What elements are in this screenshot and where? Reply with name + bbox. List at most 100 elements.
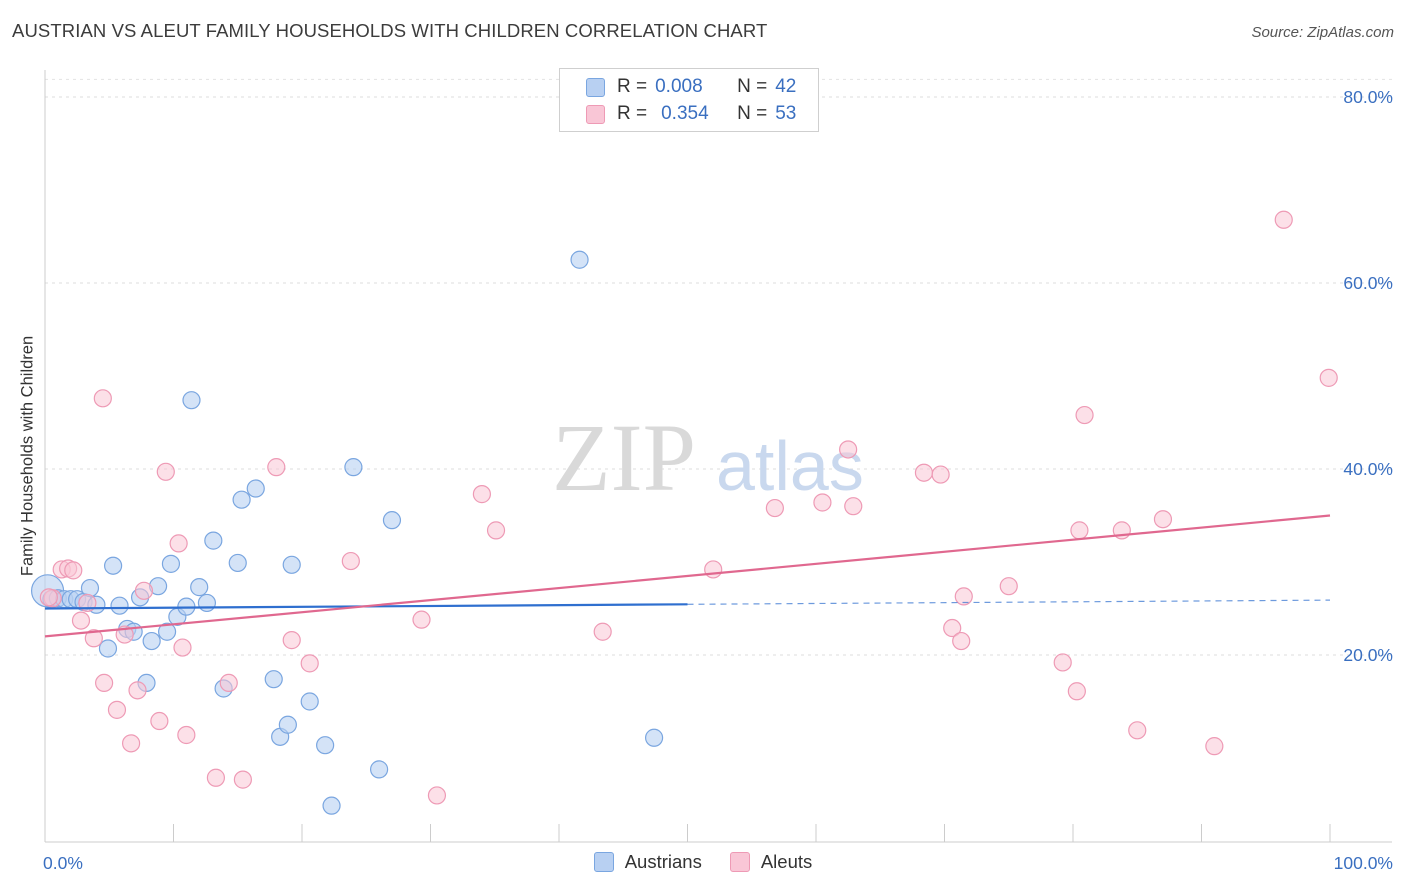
y-tick-label-60: 60.0%: [1343, 273, 1393, 293]
aleuts-point: [71, 611, 91, 630]
aleuts-point: [341, 551, 360, 571]
aleuts-point: [931, 465, 950, 484]
watermark-zip: ZIP: [552, 404, 696, 511]
tick-labels: 20.0% 40.0% 60.0% 80.0% 0.0% 100.0%: [43, 87, 1393, 873]
r-label: R =: [617, 76, 648, 97]
aleuts-legend-swatch: [729, 852, 750, 872]
y-tick-label-20: 20.0%: [1343, 645, 1393, 665]
aleuts-point: [39, 588, 58, 607]
aleuts-point: [952, 631, 971, 651]
aleuts-point: [1128, 721, 1147, 740]
austrians-point: [110, 596, 129, 615]
austrians-point: [182, 391, 201, 410]
legend-item-austrians[interactable]: Austrians: [593, 851, 702, 873]
watermark: ZIP atlas: [552, 404, 864, 511]
austrians-trendline-extension: [687, 599, 1331, 605]
austrians-n-value: 42: [775, 76, 797, 97]
source-label: Source: ZipAtlas.com: [1251, 24, 1394, 41]
aleuts-point: [486, 521, 506, 540]
austrians-point: [344, 458, 363, 477]
austrians-point: [570, 250, 589, 269]
austrians-r-value: 0.008: [655, 76, 703, 97]
legend-row-aleuts: R = 0.354 N = 53: [586, 102, 796, 126]
austrians-point: [161, 554, 181, 573]
austrians-point: [232, 490, 251, 509]
austrians-point: [197, 593, 217, 613]
aleuts-trendline: [44, 514, 1331, 638]
x-tick-label-100: 100.0%: [1334, 853, 1393, 873]
austrians-point: [228, 553, 247, 573]
aleuts-point: [765, 498, 784, 518]
aleuts-point: [999, 577, 1018, 596]
aleuts-point: [839, 440, 858, 459]
series-legend: Austrians Aleuts: [0, 851, 1406, 873]
n-label: N =: [737, 103, 768, 124]
austrians-point: [644, 728, 664, 747]
aleuts-point: [704, 560, 723, 579]
aleuts-point: [95, 673, 114, 693]
aleuts-point: [943, 618, 962, 638]
aleuts-point: [300, 654, 319, 673]
legend-row-austrians: R = 0.008 N = 42: [586, 75, 796, 99]
aleuts-point: [593, 622, 612, 641]
series-austrians: [30, 250, 664, 815]
aleuts-n-value: 53: [775, 103, 797, 124]
aleuts-point: [134, 581, 154, 600]
aleuts-point: [169, 534, 188, 553]
aleuts-point: [206, 768, 226, 787]
aleuts-point: [1319, 368, 1338, 387]
axes: [44, 70, 1392, 843]
aleuts-point: [233, 770, 252, 789]
austrians-point: [104, 556, 123, 575]
austrians-point: [157, 622, 177, 641]
aleuts-point: [64, 561, 83, 580]
austrians-point: [300, 692, 319, 711]
aleuts-point: [954, 587, 973, 606]
austrians-point: [370, 760, 389, 779]
austrians-point: [316, 736, 335, 755]
austrians-legend-label: Austrians: [624, 851, 702, 872]
y-tick-label-80: 80.0%: [1343, 87, 1393, 107]
austrians-point: [190, 578, 209, 597]
aleuts-point: [93, 389, 112, 408]
austrians-point: [278, 715, 297, 734]
trendlines: [44, 514, 1331, 638]
aleuts-point: [813, 493, 832, 512]
aleuts-point: [1067, 682, 1086, 701]
n-label: N =: [737, 76, 768, 97]
austrians-point: [98, 639, 118, 658]
austrians-point: [246, 479, 265, 498]
aleuts-swatch: [586, 104, 605, 124]
aleuts-point: [128, 681, 147, 700]
aleuts-point: [150, 711, 169, 731]
austrians-point: [322, 796, 341, 815]
legend-item-aleuts[interactable]: Aleuts: [729, 851, 813, 873]
aleuts-point: [427, 786, 447, 805]
aleuts-point: [1274, 210, 1293, 229]
aleuts-legend-label: Aleuts: [760, 851, 813, 872]
austrians-legend-swatch: [593, 852, 614, 872]
aleuts-point: [107, 700, 127, 719]
aleuts-r-value: 0.354: [661, 103, 709, 124]
aleuts-point: [84, 629, 103, 648]
austrians-point: [142, 631, 161, 651]
austrians-point: [282, 555, 301, 574]
aleuts-point: [282, 631, 301, 650]
austrians-point: [264, 670, 283, 689]
aleuts-point: [219, 673, 238, 693]
aleuts-point: [472, 485, 491, 504]
aleuts-point: [177, 725, 196, 745]
aleuts-point: [173, 638, 192, 657]
aleuts-point: [156, 462, 175, 481]
austrians-point: [80, 578, 100, 598]
aleuts-point: [1070, 521, 1089, 540]
watermark-atlas: atlas: [716, 427, 864, 505]
r-label: R =: [617, 103, 648, 124]
correlation-legend: R = 0.008 N = 42 R = 0.354 N = 53: [559, 68, 819, 132]
x-tick-label-0: 0.0%: [43, 853, 83, 873]
chart-title: AUSTRIAN VS ALEUT FAMILY HOUSEHOLDS WITH…: [12, 20, 768, 41]
aleuts-point: [1053, 653, 1072, 672]
aleuts-point: [267, 458, 286, 477]
austrians-point: [204, 531, 223, 550]
